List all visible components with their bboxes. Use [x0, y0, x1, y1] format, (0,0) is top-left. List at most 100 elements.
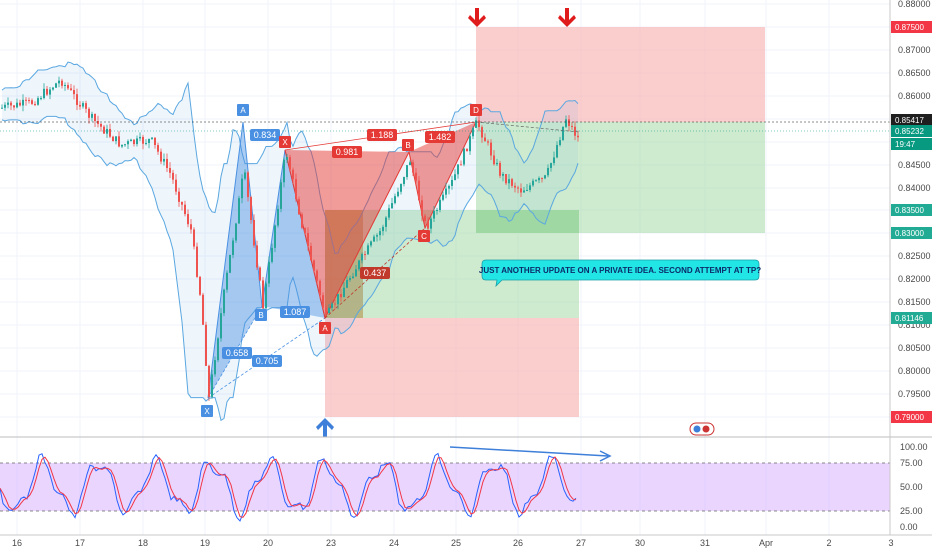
- price-tag: 0.79000: [891, 411, 932, 423]
- candle-body: [520, 188, 522, 193]
- down-arrow-icon[interactable]: [468, 8, 486, 27]
- candle-body: [295, 179, 297, 200]
- candle-body: [517, 187, 519, 189]
- divergence-arrow-line[interactable]: [449, 446, 609, 457]
- ratio-label[interactable]: 0.437: [360, 267, 390, 279]
- price-tag: 0.81146: [891, 312, 932, 324]
- ratio-label[interactable]: 1.188: [367, 129, 397, 141]
- candle-body: [331, 303, 333, 308]
- blue-pattern-bcd: [262, 150, 325, 318]
- candle-body: [283, 159, 285, 183]
- candle-body: [532, 180, 534, 186]
- candle-body: [178, 191, 180, 202]
- candle-body: [373, 236, 375, 242]
- rsi-axis[interactable]: 100.00 75.00 50.00 25.00 0.00: [900, 442, 928, 532]
- candle-body: [52, 87, 54, 90]
- pattern-point-label[interactable]: X: [201, 405, 213, 417]
- rsi-k-line: [0, 452, 577, 522]
- candle-body: [541, 178, 543, 180]
- time-tick-label: 24: [389, 538, 399, 548]
- candle-body: [199, 276, 201, 295]
- candle-body: [136, 138, 138, 145]
- candle-body: [481, 127, 483, 138]
- price-tick-label: 0.88000: [898, 0, 931, 9]
- ratio-label[interactable]: 0.658: [222, 347, 252, 359]
- pattern-point-label[interactable]: X: [279, 136, 291, 148]
- candle-body: [307, 233, 309, 246]
- candle-body: [478, 120, 480, 128]
- price-tick-label: 0.86500: [898, 68, 931, 78]
- pattern-point-label[interactable]: D: [470, 104, 482, 116]
- ratio-label-text: 0.981: [336, 147, 359, 157]
- candle-body: [115, 136, 117, 142]
- candle-body: [40, 98, 42, 100]
- candle-body: [436, 209, 438, 211]
- stochastic-rsi-panel[interactable]: [0, 446, 890, 522]
- short-position-tool[interactable]: [476, 27, 765, 233]
- candle-body: [526, 189, 528, 191]
- candle-body: [37, 98, 39, 105]
- candle-body: [403, 177, 405, 185]
- up-arrow-icon[interactable]: [316, 418, 334, 437]
- candle-body: [538, 178, 540, 181]
- ratio-label[interactable]: 1.482: [425, 131, 455, 143]
- candle-body: [130, 139, 132, 142]
- candle-body: [496, 162, 498, 165]
- candle-body: [568, 119, 570, 126]
- candle-body: [271, 247, 273, 262]
- ratio-label[interactable]: 0.981: [332, 146, 362, 158]
- pattern-point-text: X: [282, 138, 288, 147]
- candle-body: [166, 158, 168, 168]
- candle-body: [91, 113, 93, 118]
- candle-body: [79, 104, 81, 107]
- candle-body: [13, 105, 15, 108]
- candle-body: [142, 136, 144, 144]
- candle-body: [28, 100, 30, 102]
- time-tick-label: Apr: [759, 538, 773, 548]
- replay-icon[interactable]: [689, 422, 715, 436]
- candle-body: [427, 221, 429, 229]
- candle-body: [553, 157, 555, 164]
- time-tick-label: 16: [12, 538, 22, 548]
- pattern-point-label[interactable]: A: [237, 104, 249, 116]
- pattern-point-label[interactable]: B: [255, 309, 267, 321]
- candle-body: [259, 267, 261, 281]
- candle-body: [514, 185, 516, 188]
- candle-body: [229, 254, 231, 273]
- candle-body: [193, 229, 195, 247]
- candle-body: [313, 260, 315, 271]
- candle-body: [286, 157, 288, 160]
- ratio-label-text: 0.834: [254, 130, 277, 140]
- candle-body: [211, 374, 213, 397]
- pattern-point-label[interactable]: B: [402, 139, 414, 151]
- ratio-label[interactable]: 0.834: [250, 129, 280, 141]
- candle-body: [430, 218, 432, 229]
- candle-body: [262, 280, 264, 309]
- candle-body: [508, 179, 510, 184]
- candle-body: [439, 199, 441, 210]
- long-stop-zone[interactable]: [325, 318, 579, 417]
- pattern-point-text: B: [258, 311, 263, 320]
- time-axis[interactable]: 16 17 18 19 20 23 24 25 26 27 30 31 Apr 2 3: [12, 538, 894, 548]
- candle-body: [355, 269, 357, 277]
- ratio-label[interactable]: 0.705: [252, 355, 282, 367]
- candle-body: [406, 165, 408, 178]
- candle-body: [181, 201, 183, 205]
- candle-body: [106, 128, 108, 134]
- price-tick-label: 0.82500: [898, 251, 931, 261]
- candle-body: [361, 254, 363, 261]
- ratio-label[interactable]: 1.087: [280, 306, 310, 318]
- short-stop-zone[interactable]: [476, 27, 765, 122]
- down-arrow-icon[interactable]: [558, 8, 576, 27]
- candle-body: [376, 235, 378, 237]
- candle-body: [319, 280, 321, 296]
- candle-body: [574, 126, 576, 136]
- candle-body: [238, 198, 240, 224]
- callout-text: JUST ANOTHER UPDATE ON A PRIVATE IDEA. S…: [479, 266, 761, 275]
- pattern-point-label[interactable]: A: [319, 322, 331, 334]
- text-callout[interactable]: JUST ANOTHER UPDATE ON A PRIVATE IDEA. S…: [479, 259, 761, 288]
- price-tag: 19:47: [891, 138, 932, 150]
- candle-body: [391, 203, 393, 209]
- pattern-point-label[interactable]: C: [418, 230, 430, 242]
